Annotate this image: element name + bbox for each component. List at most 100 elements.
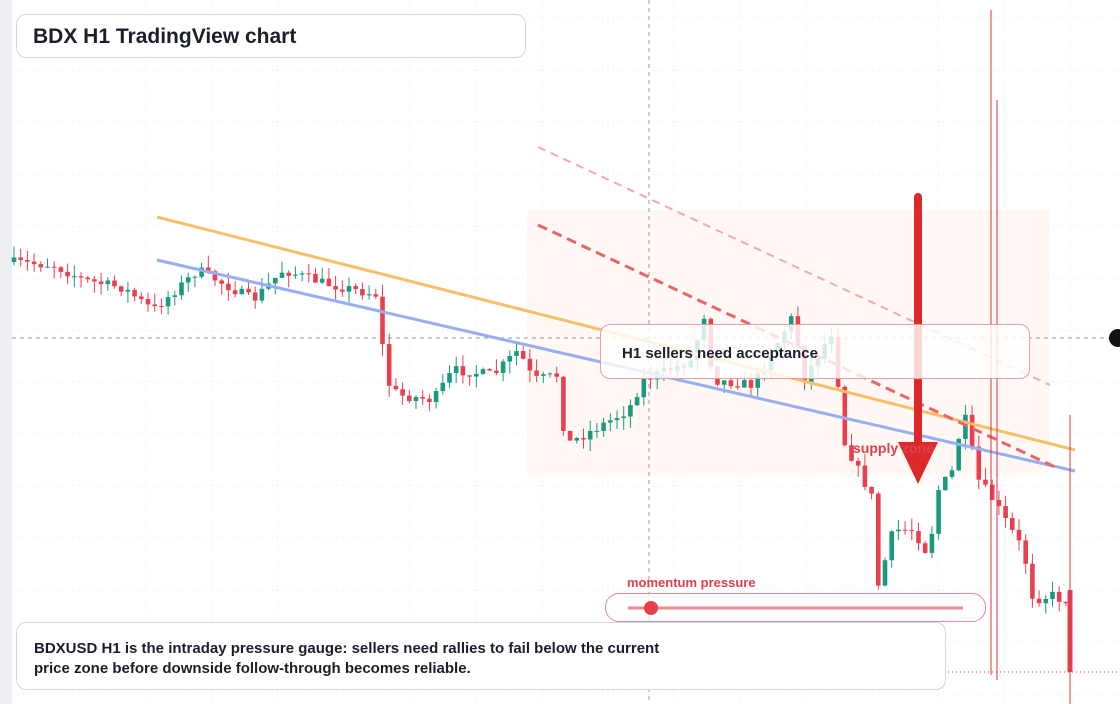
candle-body [989,484,995,500]
candle-body [1023,540,1028,564]
candle-body [1003,506,1008,518]
candle-body [313,273,318,283]
candle-body [38,264,44,268]
trend-line [537,146,1051,386]
candle-body [92,279,97,282]
candle-body [273,277,278,284]
candle-body [427,398,432,403]
candle-body [51,266,57,268]
candle-body [547,373,553,375]
candle-body [849,445,854,461]
candle-body [413,396,419,402]
candle-body [855,460,861,466]
candle-body [1010,517,1015,530]
candle-body [286,272,291,276]
candle-body [634,397,640,406]
candle-body [520,351,526,359]
title-panel: BDX H1 TradingView chart [16,14,526,58]
candle-body [393,385,399,390]
candle-body [333,286,338,290]
arrow-head [898,442,938,484]
candle-body [788,316,794,332]
candle-body [996,499,1002,507]
candle-body [527,358,533,371]
candle-body [299,273,305,275]
candle-body [192,276,198,278]
candle-body [862,465,868,487]
candle-body [742,380,747,388]
candle-body [112,280,117,287]
candle-body [943,476,948,491]
candle-body [594,430,600,432]
candle-body [474,373,479,377]
candle-body [574,437,580,441]
candle-body [360,289,365,296]
candle-body [721,380,727,385]
caption: BDXUSD H1 is the intraday pressure gauge… [34,640,660,677]
candle-body [139,296,144,300]
candle-body [1043,598,1049,604]
callout-text: H1 sellers need acceptance [622,345,818,362]
candle-body [1030,563,1035,599]
candle-body [172,295,178,298]
candle-body [480,369,486,374]
candle-body [581,437,586,440]
candle-body [346,286,352,292]
candle-body [1063,601,1069,604]
candle-body [366,294,372,296]
caption-panel: BDXUSD H1 is the intraday pressure gauge… [16,622,946,690]
callout: H1 sellers need acceptance [600,324,1030,379]
candle-body [319,278,325,283]
candle-body [447,373,452,383]
candle-body [58,267,64,272]
candle-body [1050,591,1055,599]
candle-body [353,286,358,290]
candle-body [453,366,459,374]
candle-body [206,267,211,272]
candle-body [380,296,385,345]
candle-body [326,278,332,287]
candle-body [246,288,251,293]
candle-body [78,276,84,278]
candle-body [748,380,754,388]
candle-body [554,373,559,377]
gauge [605,593,986,622]
candle-body [929,533,935,553]
candle-body [259,288,265,301]
candle-body [152,304,157,307]
candle-body [561,376,566,431]
candle-body [969,414,975,447]
candle-body [936,490,941,534]
candle-body [179,282,184,296]
candle-body [165,297,171,307]
candle-body [293,274,298,276]
candle-body [386,344,392,386]
edge-icon [1109,329,1120,347]
candle-body [433,391,439,403]
candle-body [132,289,137,297]
candle-body [252,292,258,301]
candle-body [608,420,613,423]
gauge-track [628,601,963,615]
gauge-knob [644,601,658,615]
candle-body [18,257,23,260]
candle-body [239,288,245,295]
candle-body [340,289,345,292]
candle-body [440,382,446,392]
candle-body [407,395,412,402]
candle-body [1036,598,1042,604]
candle-body [621,416,626,419]
candle-body [145,299,151,305]
candle-body [1016,529,1022,541]
candle-body [85,277,90,280]
candle-body [641,378,647,398]
candle-body [601,422,606,431]
candle-body [159,306,164,308]
candle-body [226,283,231,291]
candle-body [869,486,874,494]
candle-body [420,396,425,399]
gauge-label: momentum pressure [627,575,756,590]
zone-label: supply zone [853,440,934,456]
candle-body [400,389,405,396]
